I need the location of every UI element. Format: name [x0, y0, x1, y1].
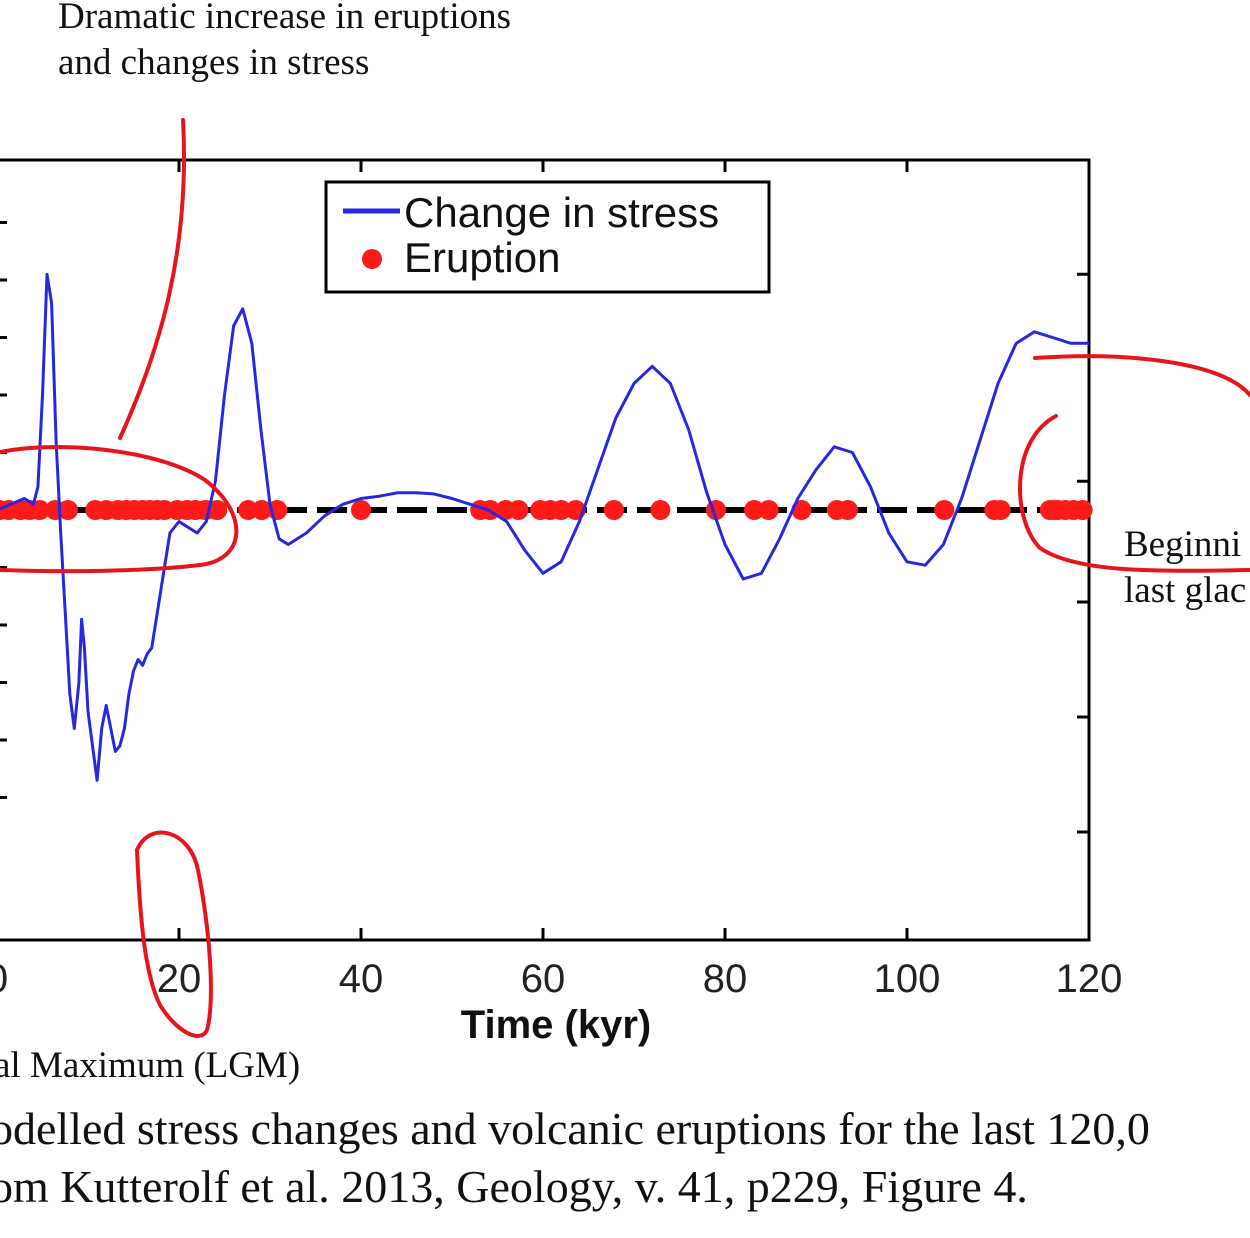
eruption-point: [57, 500, 78, 520]
eruption-point: [251, 500, 272, 520]
stress-series-layer: [0, 272, 1089, 782]
top-annotation-line1: Dramatic increase in eruptions: [58, 0, 512, 37]
x-tick-label: 0: [0, 957, 8, 1001]
x-axis-label: Time (kyr): [461, 1003, 651, 1047]
eruption-cluster-ellipse: [0, 445, 239, 574]
eruption-point: [758, 500, 779, 520]
eruption-point: [207, 500, 228, 520]
lgm-loop: [135, 830, 213, 1038]
stress-series-line: [0, 272, 1089, 782]
x-tick-label: 120: [1056, 957, 1123, 1001]
right-annotation-line1: Beginni: [1124, 524, 1242, 565]
eruption-point: [29, 500, 50, 520]
lgm-annotation: al Maximum (LGM): [0, 1045, 301, 1086]
top-annotation: Dramatic increase in eruptions and chang…: [58, 0, 511, 86]
eruption-point: [551, 500, 572, 520]
legend-label-stress: Change in stress: [404, 189, 719, 236]
caption-line2: om Kutterolf et al. 2013, Geology, v. 41…: [0, 1161, 1028, 1212]
chart-legend: Change in stress Eruption: [324, 180, 771, 294]
pointer-stroke: [118, 118, 187, 440]
x-tick-label: 20: [157, 957, 202, 1001]
eruption-point: [351, 500, 371, 520]
eruption-point: [650, 500, 671, 520]
eruption-point: [508, 500, 529, 520]
eruption-point: [1072, 500, 1093, 520]
caption-line1: odelled stress changes and volcanic erup…: [0, 1103, 1150, 1154]
x-tick-label: 40: [339, 957, 384, 1001]
eruption-point: [990, 500, 1011, 520]
eruption-point: [744, 500, 765, 520]
glacial-start-ellipse: [1018, 354, 1250, 573]
x-tick-label: 80: [703, 957, 748, 1001]
eruption-markers: [0, 500, 1093, 520]
figure-caption: odelled stress changes and volcanic erup…: [0, 1100, 1150, 1216]
eruption-point: [603, 500, 624, 520]
eruption-point: [934, 500, 955, 520]
x-tick-labels: 0 20 40 60 80 100 120: [0, 957, 1122, 1001]
right-annotation: Beginni last glac: [1124, 522, 1246, 614]
eruption-point: [837, 500, 858, 520]
legend-box: [324, 180, 771, 294]
x-tick-label: 100: [874, 957, 941, 1001]
x-tick-label: 60: [521, 957, 566, 1001]
legend-marker-eruption: [362, 249, 382, 269]
legend-label-eruption: Eruption: [404, 234, 560, 281]
right-annotation-line2: last glac: [1124, 570, 1247, 611]
top-annotation-line2: and changes in stress: [58, 42, 370, 83]
red-annotation-markup: [0, 118, 1250, 1038]
